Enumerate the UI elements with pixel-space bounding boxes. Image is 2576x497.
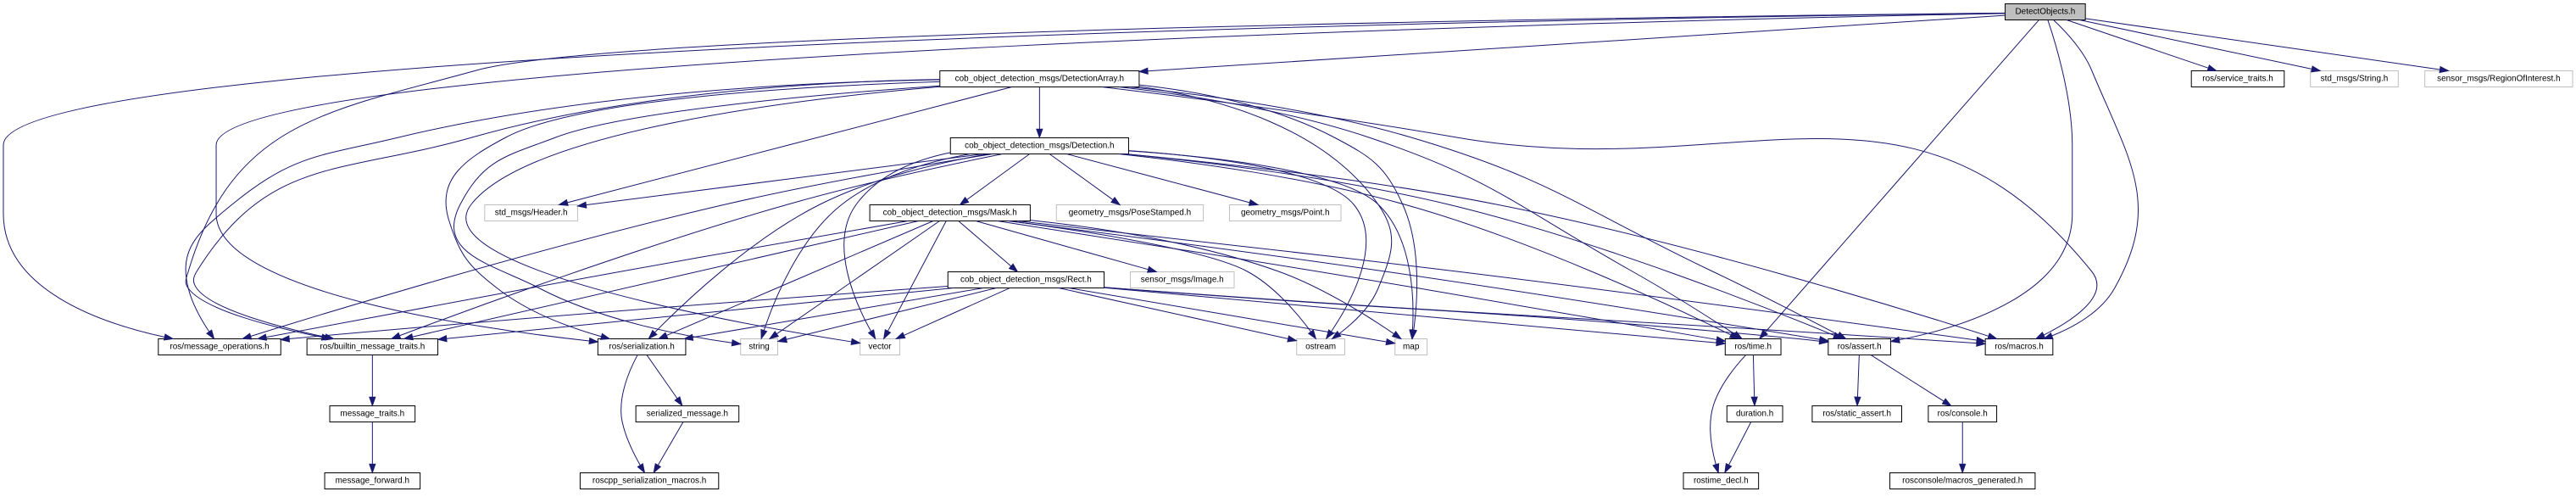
svg-text:message_traits.h: message_traits.h <box>340 409 404 418</box>
svg-text:duration.h: duration.h <box>1736 409 1773 418</box>
svg-text:ostream: ostream <box>1305 342 1336 351</box>
svg-text:ros/macros.h: ros/macros.h <box>1995 342 2044 351</box>
svg-text:serialized_message.h: serialized_message.h <box>647 409 728 418</box>
svg-text:ros/service_traits.h: ros/service_traits.h <box>2202 74 2273 83</box>
svg-text:vector: vector <box>869 342 893 351</box>
svg-text:cob_object_detection_msgs/Dete: cob_object_detection_msgs/DetectionArray… <box>955 74 1124 83</box>
svg-text:ros/builtin_message_traits.h: ros/builtin_message_traits.h <box>320 342 425 351</box>
svg-text:rosconsole/macros_generated.h: rosconsole/macros_generated.h <box>1902 476 2022 485</box>
svg-text:cob_object_detection_msgs/Dete: cob_object_detection_msgs/Detection.h <box>965 141 1114 150</box>
svg-text:ros/assert.h: ros/assert.h <box>1838 342 1882 351</box>
svg-text:cob_object_detection_msgs/Mask: cob_object_detection_msgs/Mask.h <box>883 208 1017 217</box>
svg-text:sensor_msgs/RegionOfInterest.h: sensor_msgs/RegionOfInterest.h <box>2437 74 2560 83</box>
svg-text:geometry_msgs/Point.h: geometry_msgs/Point.h <box>1241 208 1330 217</box>
svg-text:sensor_msgs/Image.h: sensor_msgs/Image.h <box>1141 275 1224 284</box>
svg-text:roscpp_serialization_macros.h: roscpp_serialization_macros.h <box>593 476 706 485</box>
svg-text:geometry_msgs/PoseStamped.h: geometry_msgs/PoseStamped.h <box>1069 208 1191 217</box>
svg-text:map: map <box>1403 342 1420 351</box>
svg-text:ros/static_assert.h: ros/static_assert.h <box>1822 409 1891 418</box>
svg-text:rostime_decl.h: rostime_decl.h <box>1694 476 1749 485</box>
svg-text:DetectObjects.h: DetectObjects.h <box>2015 7 2075 16</box>
svg-text:message_forward.h: message_forward.h <box>336 476 409 485</box>
svg-text:cob_object_detection_msgs/Rect: cob_object_detection_msgs/Rect.h <box>960 275 1092 284</box>
svg-text:string: string <box>748 342 769 351</box>
svg-text:ros/console.h: ros/console.h <box>1938 409 1988 418</box>
svg-text:std_msgs/Header.h: std_msgs/Header.h <box>495 208 568 217</box>
svg-text:ros/message_operations.h: ros/message_operations.h <box>170 342 269 351</box>
svg-text:ros/serialization.h: ros/serialization.h <box>609 342 674 351</box>
svg-text:std_msgs/String.h: std_msgs/String.h <box>2321 74 2389 83</box>
svg-text:ros/time.h: ros/time.h <box>1734 342 1772 351</box>
